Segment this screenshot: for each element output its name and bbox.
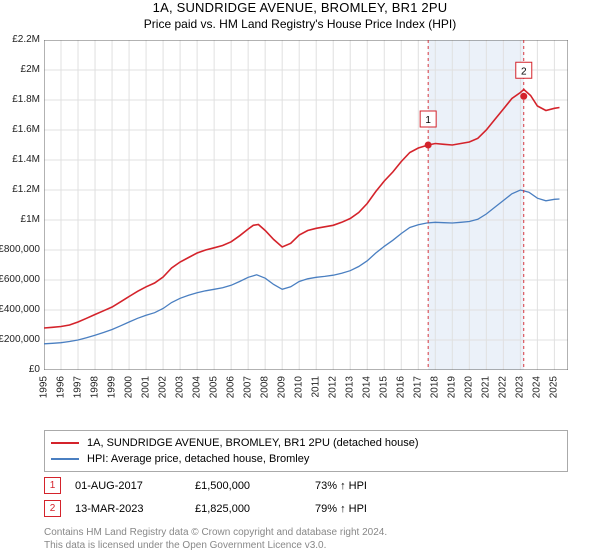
footer-line-2: This data is licensed under the Open Gov… — [44, 539, 568, 552]
legend-swatch-1 — [51, 442, 79, 444]
legend-swatch-2 — [51, 458, 79, 460]
marker-badge-1: 1 — [44, 477, 61, 494]
chart-container: 1A, SUNDRIDGE AVENUE, BROMLEY, BR1 2PU P… — [0, 0, 600, 560]
legend: 1A, SUNDRIDGE AVENUE, BROMLEY, BR1 2PU (… — [44, 430, 568, 472]
chart-svg: 12 — [44, 40, 568, 370]
footer: Contains HM Land Registry data © Crown c… — [44, 526, 568, 552]
legend-label-1: 1A, SUNDRIDGE AVENUE, BROMLEY, BR1 2PU (… — [87, 435, 419, 451]
sale-price-2: £1,825,000 — [195, 503, 315, 515]
legend-item-1: 1A, SUNDRIDGE AVENUE, BROMLEY, BR1 2PU (… — [51, 435, 561, 451]
plot-area: 12 — [44, 40, 568, 370]
chart-subtitle: Price paid vs. HM Land Registry's House … — [0, 17, 600, 31]
svg-text:2: 2 — [521, 66, 527, 77]
svg-text:1: 1 — [425, 115, 431, 126]
sale-pct-1: 73% ↑ HPI — [315, 480, 367, 492]
legend-label-2: HPI: Average price, detached house, Brom… — [87, 451, 309, 467]
footer-line-1: Contains HM Land Registry data © Crown c… — [44, 526, 568, 539]
sale-row-1: 1 01-AUG-2017 £1,500,000 73% ↑ HPI — [44, 477, 568, 494]
sale-date-2: 13-MAR-2023 — [75, 503, 195, 515]
chart-title: 1A, SUNDRIDGE AVENUE, BROMLEY, BR1 2PU — [0, 0, 600, 15]
sale-date-1: 01-AUG-2017 — [75, 480, 195, 492]
sale-row-2: 2 13-MAR-2023 £1,825,000 79% ↑ HPI — [44, 500, 568, 517]
sale-pct-2: 79% ↑ HPI — [315, 503, 367, 515]
marker-badge-2: 2 — [44, 500, 61, 517]
sale-price-1: £1,500,000 — [195, 480, 315, 492]
legend-item-2: HPI: Average price, detached house, Brom… — [51, 451, 561, 467]
